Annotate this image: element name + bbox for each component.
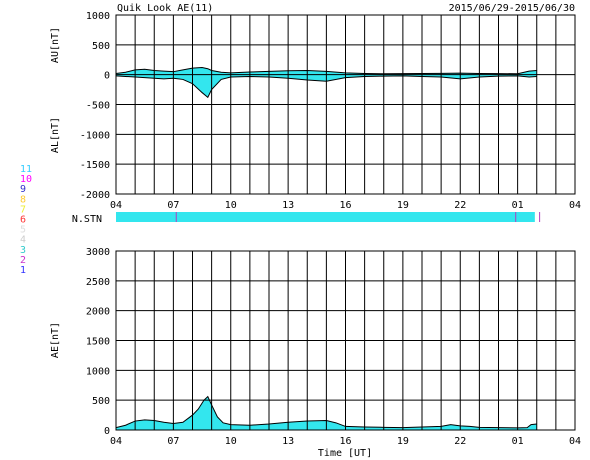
x-tick-label: 13 <box>282 436 294 447</box>
legend-item-8: 8 <box>20 194 26 205</box>
y-tick-label: 500 <box>92 396 110 407</box>
x-tick-label: 01 <box>512 436 524 447</box>
y-tick-label: 0 <box>104 71 110 82</box>
y-axis-label: AU[nT] <box>50 27 61 63</box>
station-count-fill <box>116 212 535 222</box>
x-tick-label: 16 <box>339 200 351 211</box>
legend-item-7: 7 <box>20 204 26 215</box>
y-tick-label: -2000 <box>80 190 110 201</box>
x-tick-label: 13 <box>282 200 294 211</box>
y-tick-label: 2000 <box>86 307 110 318</box>
y-tick-label: 0 <box>104 426 110 437</box>
au-area <box>116 67 537 75</box>
stn-label: N.STN <box>72 214 102 225</box>
legend-item-2: 2 <box>20 255 26 266</box>
y-tick-label: 3000 <box>86 247 110 258</box>
legend-item-5: 5 <box>20 225 26 236</box>
legend-item-9: 9 <box>20 184 26 195</box>
legend-item-11: 11 <box>20 164 32 175</box>
station-bar <box>116 212 541 222</box>
y-tick-label: 2500 <box>86 277 110 288</box>
y-tick-label: 1000 <box>86 366 110 377</box>
x-tick-label: 22 <box>454 436 466 447</box>
y-tick-label: 1500 <box>86 337 110 348</box>
legend-item-1: 1 <box>20 265 26 276</box>
x-tick-label: 04 <box>569 200 581 211</box>
y-tick-label: 1000 <box>86 11 110 22</box>
x-tick-label: 10 <box>225 200 237 211</box>
legend-item-10: 10 <box>20 174 32 185</box>
chart-title: Quik Look AE(11) <box>117 3 213 14</box>
x-tick-label: 04 <box>569 436 581 447</box>
y-axis-label: AE[nT] <box>50 322 61 358</box>
x-tick-label: 04 <box>110 436 122 447</box>
x-tick-label: 19 <box>397 436 409 447</box>
x-axis-label: Time [UT] <box>318 448 372 459</box>
x-tick-label: 07 <box>167 200 179 211</box>
y-tick-label: 500 <box>92 41 110 52</box>
panel-frame <box>115 250 576 431</box>
x-tick-label: 07 <box>167 436 179 447</box>
x-tick-label: 04 <box>110 200 122 211</box>
ae-area <box>116 396 537 430</box>
y-tick-label: -1500 <box>80 160 110 171</box>
y-tick-label: -500 <box>86 101 110 112</box>
x-tick-label: 10 <box>225 436 237 447</box>
date-range: 2015/06/29-2015/06/30 <box>449 3 575 14</box>
y-axis-label: AL[nT] <box>50 117 61 153</box>
x-tick-label: 01 <box>512 200 524 211</box>
x-tick-label: 19 <box>397 200 409 211</box>
legend-item-4: 4 <box>20 235 26 246</box>
x-tick-label: 16 <box>339 436 351 447</box>
y-tick-label: -1000 <box>80 130 110 141</box>
legend-item-3: 3 <box>20 245 26 256</box>
x-tick-label: 22 <box>454 200 466 211</box>
panel-frame <box>115 14 576 195</box>
legend-item-6: 6 <box>20 215 26 226</box>
